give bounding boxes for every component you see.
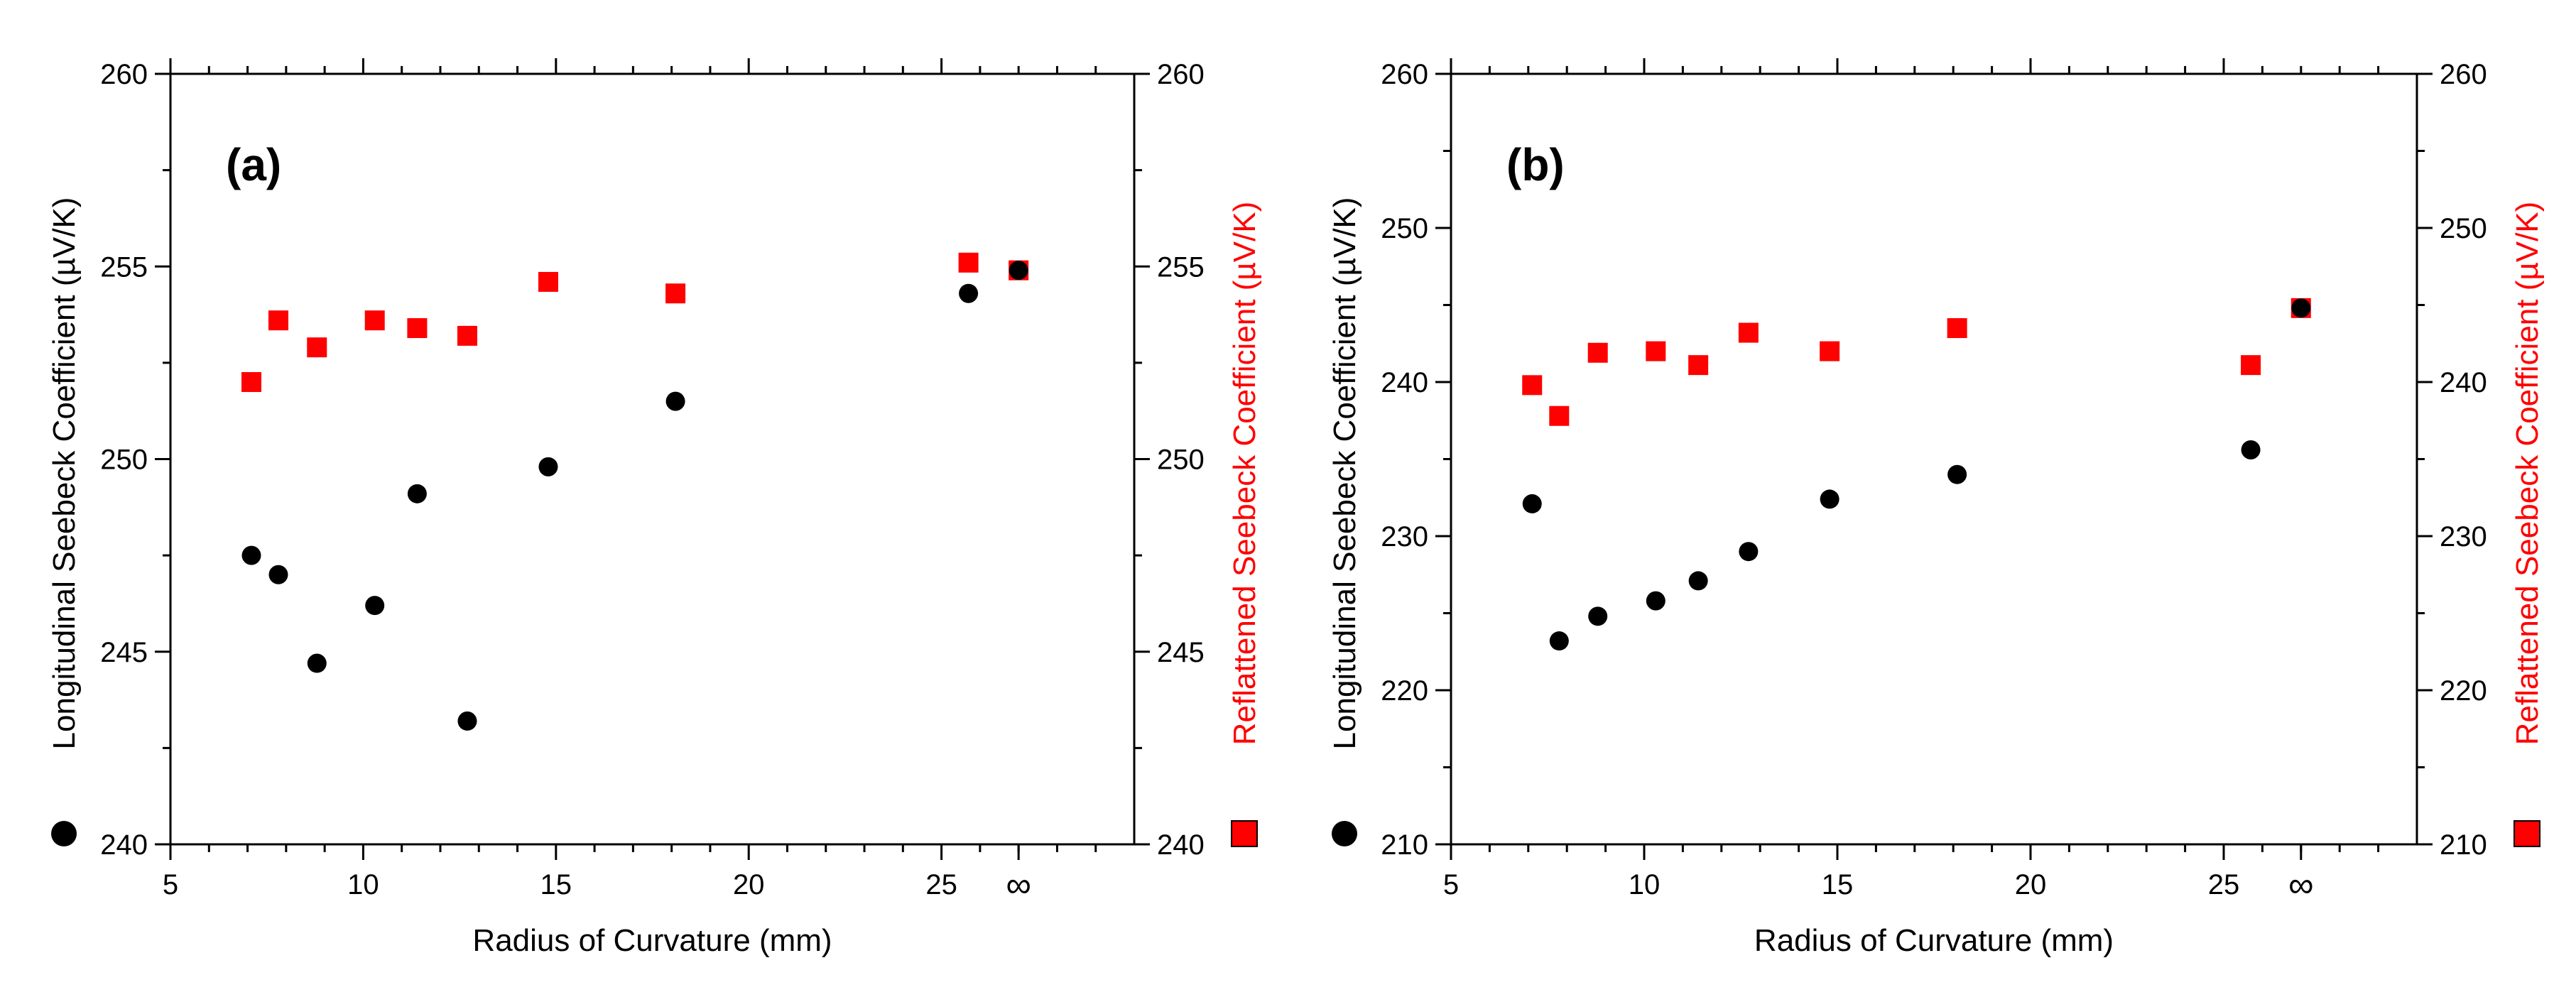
panel-b-y-tick-label-right: 250	[2440, 213, 2487, 244]
panel-b-data-point-reflattened	[1947, 318, 1967, 339]
panel-b-x-tick-label: 25	[2208, 869, 2240, 900]
panel-b-x-tick-label: 15	[1822, 869, 1854, 900]
panel-a-data-point-longitudinal	[241, 545, 261, 565]
panel-a-data-point-reflattened	[307, 337, 327, 358]
panel-b-data-point-longitudinal	[2241, 440, 2261, 459]
panel-a-data-point-reflattened	[268, 310, 288, 331]
panel-a-data-point-longitudinal	[457, 711, 477, 731]
panel-a-y-tick-label-right: 240	[1157, 829, 1205, 861]
panel-a-y-tick-label-left: 260	[100, 59, 148, 90]
panel-b-y-tick-label-left: 260	[1381, 59, 1428, 90]
panel-b-data-point-longitudinal	[1549, 631, 1569, 651]
panel-a-y-tick-label-right: 250	[1157, 445, 1205, 476]
panel-b-y-axis-label-right: Reflattened Seebeck Coefficient (µV/K)	[2510, 202, 2545, 746]
panel-b-data-point-longitudinal	[1739, 542, 1759, 562]
panel-a-data-point-longitudinal	[1009, 261, 1028, 280]
panel-a-panel-label: (a)	[226, 139, 281, 190]
panel-b-y-tick-label-right: 210	[2440, 829, 2487, 861]
panel-a-x-tick-label: 20	[733, 869, 765, 900]
panel-b-data-point-reflattened	[1688, 355, 1709, 376]
panel-a-y-tick-label-right: 260	[1157, 59, 1205, 90]
panel-a-y-tick-label-right: 255	[1157, 251, 1205, 283]
panel-a-data-point-reflattened	[457, 325, 477, 346]
panel-a-x-tick-label-infinity: ∞	[1006, 865, 1031, 905]
panel-a-y-axis-label-right: Reflattened Seebeck Coefficient (µV/K)	[1227, 202, 1262, 746]
panel-a-data-point-reflattened	[665, 283, 686, 304]
panel-a-data-point-longitudinal	[365, 596, 385, 616]
panel-a-legend-square-marker	[1231, 820, 1258, 847]
panel-a-x-tick-label: 10	[347, 869, 379, 900]
panel-b-y-tick-label-left: 210	[1381, 829, 1428, 861]
panel-a-y-tick-label-left: 255	[100, 251, 148, 283]
panel-b-y-tick-label-right: 230	[2440, 521, 2487, 552]
panel-a-plot-frame	[169, 72, 1136, 846]
panel-a-y-tick-label-left: 245	[100, 637, 148, 668]
panel-a-data-point-longitudinal	[538, 457, 558, 476]
panel-b-y-tick-label-right: 220	[2440, 675, 2487, 707]
panel-b-data-point-longitudinal	[1688, 571, 1708, 591]
panel-b-x-tick-label: 5	[1443, 869, 1459, 900]
panel-b-legend-circle-marker	[1332, 821, 1357, 846]
panel-b-data-point-longitudinal	[1820, 489, 1839, 509]
panel-b-data-point-reflattened	[1738, 322, 1759, 343]
panel-a-data-point-longitudinal	[959, 283, 979, 303]
panel-b-y-tick-label-right: 260	[2440, 59, 2487, 90]
panel-b-y-tick-label-left: 250	[1381, 213, 1428, 244]
chart-panel-b: 5 10 15 20 25 ∞ 210 210 220 220 230 230 240 240 250 250…	[1327, 58, 2545, 958]
panel-b-data-point-longitudinal	[1947, 464, 1967, 484]
panel-b-panel-label: (b)	[1506, 139, 1565, 190]
panel-a-data-point-reflattened	[958, 252, 979, 273]
panel-a-y-axis-label-left: Longitudinal Seebeck Coefficient (µV/K)	[47, 197, 82, 750]
panel-b-x-axis-label: Radius of Curvature (mm)	[1754, 923, 2114, 958]
chart-panel-a: 5 10 15 20 25 ∞ 240 240 245 245 250 250 255 255 260 260…	[47, 58, 1262, 958]
panel-b-y-axis-label-left: Longitudinal Seebeck Coefficient (µV/K)	[1327, 197, 1362, 750]
panel-a-x-tick-label: 5	[163, 869, 178, 900]
panel-a-data-point-longitudinal	[268, 565, 288, 584]
panel-b-data-point-reflattened	[1587, 342, 1608, 363]
panel-a-x-tick-label: 25	[925, 869, 957, 900]
panel-b-plot-frame	[1450, 72, 2418, 846]
panel-b-x-tick-label: 20	[2015, 869, 2047, 900]
panel-a-y-tick-label-left: 240	[100, 829, 148, 861]
panel-a-data-point-reflattened	[364, 310, 385, 331]
panel-b-data-point-longitudinal	[1588, 606, 1608, 626]
panel-b-y-tick-label-right: 240	[2440, 367, 2487, 398]
panel-b-data-point-longitudinal	[1646, 591, 1665, 611]
panel-b-data-point-reflattened	[1646, 341, 1666, 361]
panel-b-data-point-reflattened	[1820, 341, 1840, 361]
panel-b-y-tick-label-left: 230	[1381, 521, 1428, 552]
panel-a-y-tick-label-left: 250	[100, 445, 148, 476]
panel-a-y-tick-label-right: 245	[1157, 637, 1205, 668]
panel-b-y-tick-label-left: 220	[1381, 675, 1428, 707]
panel-a-x-axis-label: Radius of Curvature (mm)	[472, 923, 832, 958]
panel-a-data-point-reflattened	[538, 271, 558, 292]
panel-b-x-tick-label-infinity: ∞	[2288, 865, 2314, 905]
panel-a-data-point-longitudinal	[407, 484, 427, 503]
panel-b-legend-square-marker	[2513, 820, 2540, 847]
panel-b-x-tick-label: 10	[1629, 869, 1661, 900]
panel-a-x-tick-label: 15	[540, 869, 572, 900]
panel-a-data-point-reflattened	[407, 318, 428, 339]
panel-a-data-point-longitudinal	[665, 391, 685, 411]
panel-a-legend-circle-marker	[51, 821, 77, 846]
panel-b-data-point-reflattened	[2241, 355, 2261, 376]
panel-a-data-point-longitudinal	[307, 653, 327, 673]
panel-b-y-tick-label-left: 240	[1381, 367, 1428, 398]
panel-a-data-point-reflattened	[241, 372, 261, 392]
panel-b-data-point-longitudinal	[2291, 298, 2311, 318]
panel-b-data-point-reflattened	[1549, 405, 1570, 426]
panel-b-data-point-reflattened	[1522, 375, 1543, 396]
panel-b-data-point-longitudinal	[1522, 494, 1542, 513]
